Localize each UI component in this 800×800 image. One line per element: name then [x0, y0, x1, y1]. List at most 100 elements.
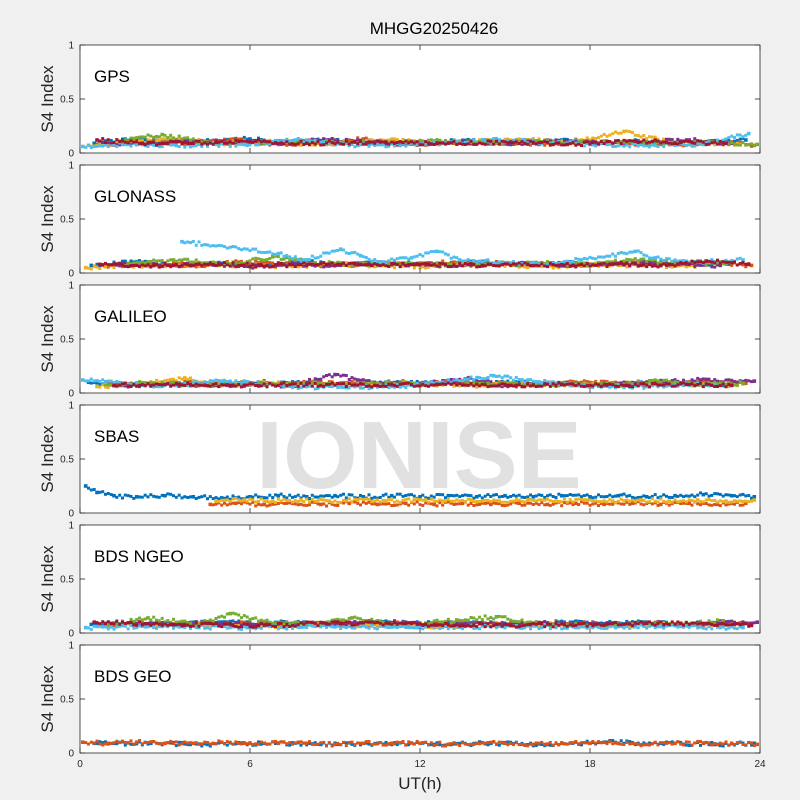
data-point	[274, 141, 277, 145]
data-point	[174, 143, 179, 148]
data-point	[356, 142, 360, 146]
data-point	[605, 134, 609, 138]
data-point	[585, 136, 589, 140]
data-point	[115, 138, 119, 142]
data-point	[614, 141, 617, 145]
data-point	[123, 264, 127, 268]
data-point	[548, 384, 552, 388]
data-point	[614, 384, 617, 388]
data-point	[557, 381, 561, 385]
data-point	[174, 382, 178, 386]
data-point	[500, 382, 504, 386]
data-point	[506, 374, 510, 378]
data-point	[673, 380, 677, 384]
data-point	[293, 258, 298, 262]
data-point	[642, 138, 646, 142]
data-point	[520, 495, 524, 499]
data-point	[727, 142, 731, 146]
data-point	[466, 381, 470, 385]
data-point	[296, 265, 300, 269]
data-point	[121, 263, 124, 267]
data-point	[546, 380, 549, 384]
data-point	[616, 493, 621, 498]
data-point	[625, 257, 629, 261]
data-point	[310, 262, 314, 266]
data-point	[395, 257, 399, 261]
data-point	[203, 262, 207, 266]
data-point	[679, 382, 683, 386]
data-point	[679, 143, 683, 147]
data-point	[322, 261, 326, 265]
data-point	[486, 385, 490, 389]
data-point	[503, 264, 507, 268]
data-point	[322, 384, 326, 388]
data-point	[327, 385, 331, 388]
data-point	[322, 251, 326, 255]
data-point	[316, 263, 320, 267]
data-point	[160, 383, 164, 387]
data-point	[115, 143, 119, 147]
data-point	[186, 240, 190, 244]
data-point	[480, 139, 485, 143]
data-point	[636, 138, 640, 142]
data-point	[495, 262, 498, 266]
data-point	[251, 266, 255, 270]
data-point	[169, 143, 173, 147]
data-point	[713, 385, 717, 388]
data-point	[378, 382, 382, 386]
data-point	[189, 138, 192, 142]
data-point	[245, 260, 249, 264]
data-point	[602, 261, 606, 265]
data-point	[143, 493, 147, 497]
data-point	[699, 263, 702, 267]
data-point	[387, 144, 391, 148]
data-point	[276, 382, 280, 386]
data-point	[378, 264, 382, 268]
data-point	[429, 383, 433, 387]
data-point	[577, 140, 581, 143]
data-point	[112, 260, 116, 264]
data-point	[353, 265, 357, 269]
data-point	[364, 142, 368, 146]
data-point	[693, 141, 697, 145]
data-point	[186, 141, 190, 145]
data-point	[123, 261, 127, 265]
data-point	[149, 141, 153, 145]
data-point	[134, 495, 139, 499]
data-point	[123, 384, 127, 388]
data-point	[157, 265, 161, 269]
data-point	[89, 381, 93, 385]
data-point	[523, 263, 527, 267]
data-point	[236, 260, 241, 264]
data-point	[274, 254, 277, 258]
data-point	[223, 381, 226, 385]
data-point	[155, 263, 158, 266]
data-point	[627, 141, 632, 146]
data-point	[248, 137, 252, 141]
data-point	[225, 139, 229, 143]
data-point	[84, 379, 88, 383]
data-point	[704, 382, 708, 386]
data-point	[648, 256, 651, 260]
data-point	[548, 261, 552, 265]
data-point	[585, 384, 589, 388]
data-point	[526, 260, 530, 264]
data-point	[622, 140, 626, 144]
data-point	[291, 257, 294, 261]
data-point	[217, 385, 221, 389]
data-point	[486, 139, 490, 143]
data-point	[563, 383, 566, 387]
data-point	[619, 251, 623, 255]
data-point	[730, 378, 734, 382]
data-point	[602, 383, 606, 387]
data-point	[313, 263, 317, 267]
data-point	[529, 264, 532, 267]
data-point	[342, 373, 345, 377]
data-point	[350, 261, 354, 265]
data-point	[376, 263, 379, 267]
y-tick-label: 0.5	[60, 95, 74, 106]
data-point	[118, 262, 122, 266]
data-point	[248, 249, 252, 253]
data-point	[387, 138, 391, 142]
data-point	[299, 263, 303, 267]
